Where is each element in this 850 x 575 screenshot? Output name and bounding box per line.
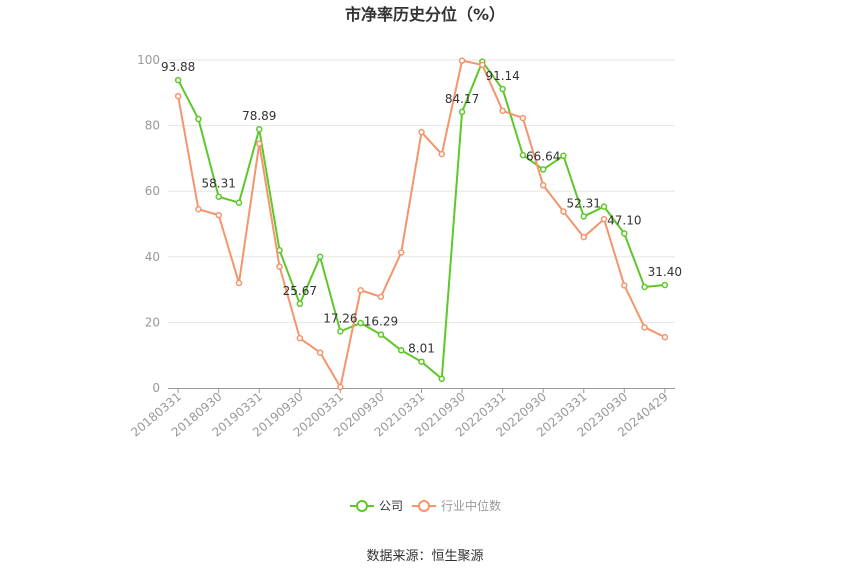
source-text: 数据来源：恒生聚源: [366, 549, 483, 564]
industry-median-point: [174, 92, 182, 100]
company-point: [499, 85, 506, 93]
company-point: [377, 331, 385, 338]
series-layer: [174, 57, 669, 391]
company-point: [418, 358, 425, 365]
data-labels: 93.88 58.31 78.89 25.67 17.26 16.29 8.01 84.17 9…: [161, 60, 682, 356]
legend-label: 行业中位数: [441, 498, 501, 513]
industry-median-point: [357, 287, 364, 294]
company-point: [174, 76, 182, 84]
legend-item-company[interactable]: 公司: [350, 499, 403, 513]
industry-median-point: [337, 383, 344, 391]
y-tick-label: 80: [145, 119, 160, 133]
data-label: 25.67: [283, 284, 317, 298]
industry-median-point: [397, 249, 405, 256]
data-label: 58.31: [202, 177, 236, 191]
company-point: [661, 281, 669, 289]
industry-median-point: [560, 208, 567, 215]
industry-median-point: [600, 215, 608, 223]
industry-median-point: [661, 333, 669, 341]
company-point: [397, 347, 405, 354]
industry-median-point: [438, 150, 446, 158]
company-point: [519, 151, 527, 159]
legend-marker: [356, 500, 368, 512]
industry-median-point: [377, 293, 385, 301]
industry-median-point: [580, 233, 587, 241]
company-point: [641, 283, 648, 291]
company-point: [235, 199, 243, 206]
industry-median-point: [519, 114, 527, 122]
industry-median-point: [276, 263, 283, 270]
data-label: 47.10: [607, 214, 641, 228]
industry-median-point: [539, 182, 547, 189]
data-label: 17.26: [323, 311, 357, 325]
grid: [168, 59, 675, 323]
company-point: [256, 125, 263, 133]
industry-median-point: [316, 349, 324, 356]
legend-label: 公司: [379, 499, 403, 513]
y-tick-label: 20: [145, 315, 160, 329]
y-tick-label: 0: [152, 381, 160, 395]
company-point: [296, 300, 304, 308]
industry-median-point: [621, 282, 628, 289]
data-label: 84.17: [445, 92, 479, 106]
company-point: [195, 115, 202, 123]
legend-marker: [418, 500, 430, 512]
company-point: [438, 375, 446, 383]
company-point: [580, 213, 587, 220]
company-point: [458, 108, 466, 116]
industry-median-point: [458, 57, 466, 64]
company-point: [539, 166, 547, 173]
data-label: 16.29: [364, 315, 398, 329]
legend[interactable]: 公司 行业中位数: [350, 498, 501, 513]
company-point: [337, 328, 344, 335]
company-point: [621, 230, 628, 237]
company-point: [316, 253, 324, 261]
industry-median-point: [215, 211, 222, 219]
industry-median-point: [235, 279, 243, 287]
data-label: 78.89: [242, 109, 276, 123]
industry-median-point: [418, 128, 425, 136]
y-tick-label: 100: [137, 53, 160, 67]
industry-median-point: [256, 140, 263, 147]
industry-median-point: [479, 61, 486, 69]
industry-median-point: [296, 334, 304, 342]
data-label: 93.88: [161, 60, 195, 74]
data-label: 31.40: [648, 265, 682, 279]
company-point: [560, 152, 567, 160]
y-tick-label: 40: [145, 250, 160, 264]
data-label: 66.64: [526, 149, 560, 163]
company-point: [600, 203, 608, 210]
data-label: 8.01: [408, 342, 435, 356]
company-point: [215, 193, 222, 200]
company-point: [357, 319, 364, 327]
y-tick-label: 60: [145, 184, 160, 198]
industry-median-point: [499, 107, 506, 115]
legend-item-industry-median[interactable]: 行业中位数: [412, 498, 501, 513]
data-label: 91.14: [485, 69, 519, 83]
industry-median-point: [641, 324, 648, 331]
industry-median-point: [195, 205, 202, 213]
data-label: 52.31: [567, 196, 601, 210]
chart-title: 市净率历史分位（%）: [345, 5, 505, 24]
